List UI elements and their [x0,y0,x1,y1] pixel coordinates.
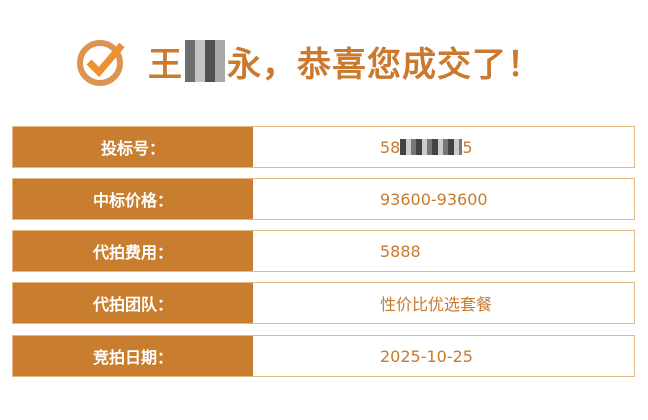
row-value: 性价比优选套餐 [380,295,493,314]
name-prefix: 王 [148,44,183,85]
value-prefix: 58 [380,137,401,157]
check-circle-icon [77,40,125,86]
redacted-name [185,40,225,82]
row-value: 5888 [380,241,421,261]
row-label: 中标价格： [13,179,253,219]
congrats-message: ，恭喜您成交了！ [262,44,542,85]
row-label: 竞拍日期： [13,336,253,376]
redacted-number [400,139,463,155]
row-label: 投标号： [13,127,253,167]
row-team: 代拍团队： 性价比优选套餐 [12,282,635,324]
row-label: 代拍费用： [13,231,253,271]
row-value: 93600-93600 [380,189,488,209]
name-suffix: 永 [227,44,262,85]
row-value: 58 5 [253,127,634,167]
row-value: 2025-10-25 [380,346,473,366]
success-header: 王 永 ，恭喜您成交了！ [76,26,542,96]
row-label: 代拍团队： [13,283,253,323]
success-title: 王 永 ，恭喜您成交了！ [148,37,542,86]
row-bid-number: 投标号： 58 5 [12,126,635,168]
value-suffix: 5 [462,137,473,157]
row-winning-price: 中标价格： 93600-93600 [12,178,635,220]
row-date: 竞拍日期： 2025-10-25 [12,335,635,377]
row-fee: 代拍费用： 5888 [12,230,635,272]
